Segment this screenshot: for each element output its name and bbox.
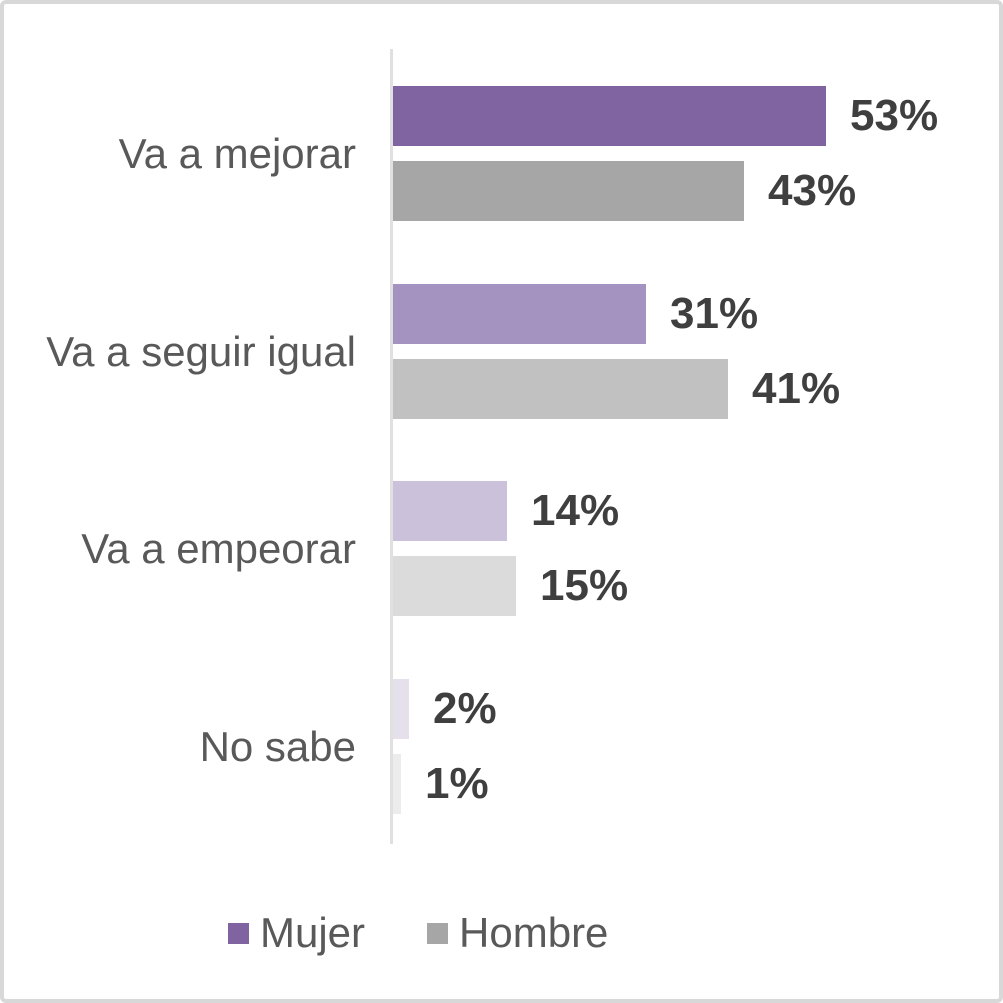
- bar-mujer: [393, 284, 646, 344]
- legend-item-hombre: Hombre: [427, 909, 608, 957]
- category-label: No sabe: [199, 723, 356, 770]
- legend-item-mujer: Mujer: [228, 909, 365, 957]
- legend-swatch-hombre: [427, 922, 449, 944]
- bar-mujer: [393, 679, 409, 739]
- category-label: Va a mejorar: [118, 130, 356, 177]
- bar-hombre: [393, 556, 516, 616]
- value-label-hombre: 41%: [752, 364, 841, 413]
- bar-chart-plot: Va a mejorar 53% 43% Va a seguir igual 31% 41…: [4, 4, 999, 999]
- category-label: Va a seguir igual: [46, 328, 356, 375]
- value-label-mujer: 2%: [433, 684, 497, 733]
- bar-hombre: [393, 754, 401, 814]
- legend-label: Mujer: [260, 909, 366, 956]
- legend: Mujer Hombre: [228, 909, 608, 957]
- bar-mujer: [393, 86, 826, 146]
- value-label-hombre: 15%: [540, 561, 629, 610]
- legend-swatch-mujer: [228, 922, 249, 944]
- bar-hombre: [393, 161, 744, 221]
- value-label-mujer: 53%: [850, 91, 939, 140]
- value-label-mujer: 14%: [531, 486, 620, 535]
- y-axis-line: [390, 49, 393, 844]
- value-label-hombre: 1%: [425, 759, 489, 808]
- category-label: Va a empeorar: [81, 525, 356, 572]
- legend-label: Hombre: [459, 909, 609, 956]
- value-label-hombre: 43%: [768, 166, 857, 215]
- bar-mujer: [393, 481, 507, 541]
- bar-hombre: [393, 359, 728, 419]
- value-label-mujer: 31%: [670, 289, 759, 338]
